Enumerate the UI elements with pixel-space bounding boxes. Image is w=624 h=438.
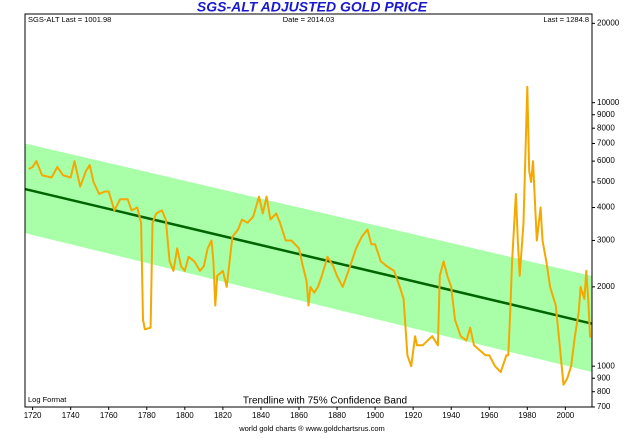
annotation: Trendline with 75% Confidence Band	[243, 396, 407, 407]
y-tick-label: 2000	[597, 282, 615, 291]
y-tick-label: 3000	[597, 236, 615, 245]
chart-title: SGS-ALT ADJUSTED GOLD PRICE	[197, 0, 428, 15]
y-tick-label: 20000	[597, 18, 620, 27]
x-tick-label: 1720	[24, 411, 42, 420]
y-tick-label: 5000	[597, 177, 615, 186]
x-tick-label: 1960	[480, 411, 498, 420]
x-tick-label: 1920	[404, 411, 422, 420]
x-tick-label: 1820	[214, 411, 232, 420]
plot-frame	[24, 13, 593, 408]
x-tick-label: 1880	[328, 411, 346, 420]
trendline	[24, 187, 593, 325]
annotation: SGS-ALT Last = 1001.98	[28, 15, 111, 24]
annotation: Log Format	[28, 395, 67, 404]
y-tick-label: 700	[597, 402, 611, 411]
source: world gold charts ® www.goldchartsrus.co…	[238, 424, 385, 433]
x-tick-label: 1760	[100, 411, 118, 420]
x-tick-label: 1780	[138, 411, 156, 420]
y-tick-label: 8000	[597, 123, 615, 132]
y-tick-label: 10000	[597, 98, 620, 107]
price-line	[28, 85, 592, 386]
x-tick-label: 1940	[442, 411, 460, 420]
y-tick-label: 900	[597, 373, 611, 382]
x-tick-label: 1800	[176, 411, 194, 420]
y-tick-label: 6000	[597, 156, 615, 165]
annotation: Last = 1284.8	[543, 15, 589, 24]
x-tick-label: 1980	[518, 411, 536, 420]
y-tick-label: 800	[597, 387, 611, 396]
confidence-band	[25, 143, 592, 373]
x-tick-label: 1900	[366, 411, 384, 420]
y-tick-label: 7000	[597, 139, 615, 148]
x-tick-label: 1740	[62, 411, 80, 420]
x-tick-label: 1840	[252, 411, 270, 420]
y-tick-label: 9000	[597, 110, 615, 119]
y-tick-label: 4000	[597, 203, 615, 212]
x-tick-label: 1860	[290, 411, 308, 420]
x-tick-label: 2000	[556, 411, 574, 420]
annotation: Date = 2014.03	[283, 15, 335, 24]
y-tick-label: 1000	[597, 361, 615, 370]
